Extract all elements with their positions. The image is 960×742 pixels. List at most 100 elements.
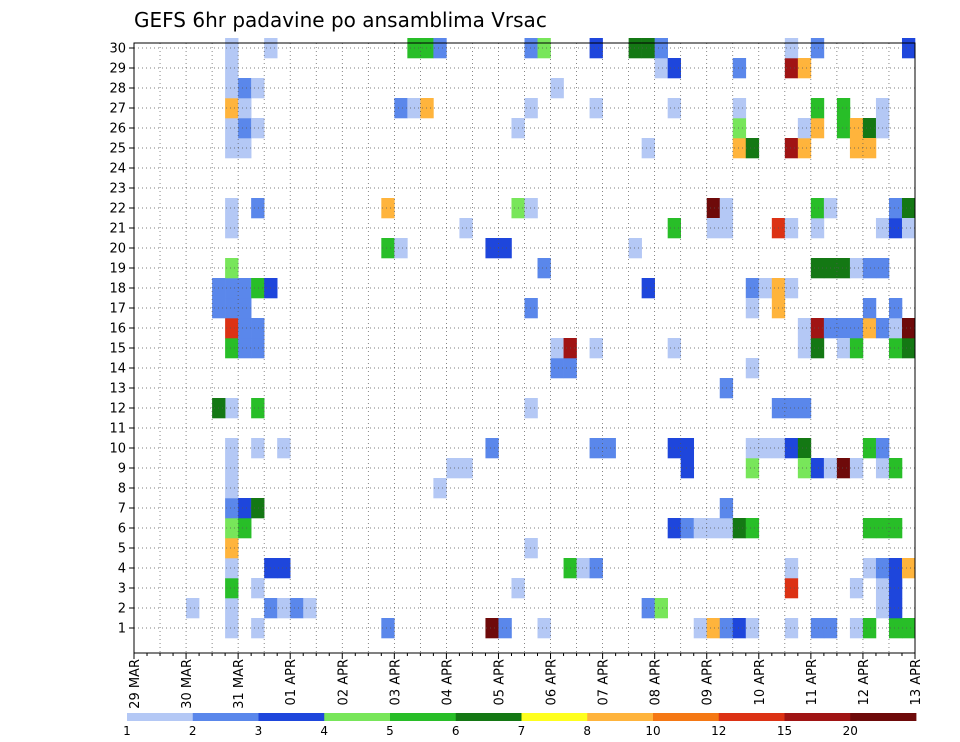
heatmap-cells xyxy=(186,38,916,639)
heatmap-cell-2 xyxy=(225,578,239,599)
colorbar: 1 2 3 4 5 6 7 8 10 12 15 20 xyxy=(123,713,917,738)
heatmap-cell-85 xyxy=(524,398,538,419)
colorbar-label: 3 xyxy=(255,724,263,738)
heatmap-cell-42 xyxy=(251,198,265,219)
heatmap-cell-1 xyxy=(225,598,239,619)
heatmap-cell-43 xyxy=(251,118,265,139)
heatmap-cell-26 xyxy=(238,338,252,359)
x-tick-label: 31 MAR xyxy=(232,659,247,709)
heatmap-cell-11 xyxy=(225,338,239,359)
x-tick-label: 13 APR xyxy=(909,659,924,705)
x-tick-label: 09 APR xyxy=(701,659,716,705)
heatmap-cell-192 xyxy=(849,618,864,639)
heatmap-cell-201 xyxy=(862,558,877,579)
heatmap-cell-107 xyxy=(641,38,655,59)
y-tick-label: 26 xyxy=(109,122,126,137)
colorbar-label: 15 xyxy=(777,724,792,738)
heatmap-cell-224 xyxy=(888,518,903,539)
heatmap-cell-53 xyxy=(186,598,200,619)
colorbar-label: 10 xyxy=(645,724,660,738)
colorbar-label: 4 xyxy=(320,724,328,738)
y-tick-label: 23 xyxy=(109,182,126,197)
heatmap-cell-163 xyxy=(797,438,812,459)
heatmap-cell-98 xyxy=(589,338,603,359)
y-tick-label: 22 xyxy=(109,202,126,217)
heatmap-cell-225 xyxy=(888,458,903,479)
heatmap-cell-100 xyxy=(589,38,603,59)
heatmap-cell-68 xyxy=(446,458,460,479)
heatmap-cell-143 xyxy=(745,138,760,159)
heatmap-cell-76 xyxy=(498,238,512,259)
heatmap-cell-203 xyxy=(862,318,877,339)
heatmap-cell-137 xyxy=(732,58,747,79)
heatmap-cell-101 xyxy=(602,438,616,459)
heatmap-cell-141 xyxy=(745,438,760,459)
heatmap-cell-38 xyxy=(251,398,265,419)
heatmap-cell-195 xyxy=(849,338,864,359)
y-tick-label: 27 xyxy=(109,102,126,117)
heatmap-cell-105 xyxy=(641,278,655,299)
heatmap-cell-95 xyxy=(576,558,590,579)
heatmap-cell-58 xyxy=(381,618,395,639)
heatmap-cell-173 xyxy=(810,338,825,359)
heatmap-cell-186 xyxy=(836,458,851,479)
colorbar-swatch-2 xyxy=(192,713,259,721)
heatmap-cell-154 xyxy=(784,578,799,599)
heatmap-cell-44 xyxy=(251,78,265,99)
heatmap-cell-147 xyxy=(758,278,773,299)
heatmap-cell-233 xyxy=(901,338,916,359)
heatmap-cell-187 xyxy=(836,318,851,339)
y-tick-label: 21 xyxy=(109,222,126,237)
y-tick-label: 14 xyxy=(109,362,126,377)
heatmap-cell-167 xyxy=(797,58,812,79)
heatmap-cell-204 xyxy=(862,298,877,319)
heatmap-cell-67 xyxy=(433,38,447,59)
chart-title: GEFS 6hr padavine po ansamblima Vrsac xyxy=(134,8,547,32)
x-tick-label: 02 APR xyxy=(336,659,351,705)
heatmap-cell-200 xyxy=(862,618,877,639)
heatmap-cell-109 xyxy=(654,58,668,79)
heatmap-cell-117 xyxy=(680,518,695,539)
heatmap-cell-52 xyxy=(303,598,317,619)
heatmap-cell-135 xyxy=(732,118,747,139)
heatmap-cell-13 xyxy=(225,298,239,319)
heatmap-cell-159 xyxy=(784,218,799,239)
colorbar-swatch-6 xyxy=(455,713,522,721)
y-tick-label: 2 xyxy=(118,602,126,617)
colorbar-swatch-9 xyxy=(653,713,720,721)
colorbar-label: 1 xyxy=(123,724,131,738)
heatmap-cell-221 xyxy=(888,598,903,619)
heatmap-cell-236 xyxy=(901,218,916,239)
y-tick-label: 29 xyxy=(109,62,126,77)
heatmap-cell-230 xyxy=(888,198,903,219)
heatmap-cell-48 xyxy=(277,598,291,619)
heatmap-cell-88 xyxy=(537,38,551,59)
x-tick-label: 07 APR xyxy=(597,659,612,705)
y-tick-label: 19 xyxy=(109,262,126,277)
heatmap-cell-5 xyxy=(225,518,239,539)
heatmap-cell-87 xyxy=(537,258,551,279)
heatmap-cell-86 xyxy=(537,618,551,639)
heatmap-cell-197 xyxy=(849,258,864,279)
heatmap-cell-222 xyxy=(888,578,903,599)
heatmap-cell-118 xyxy=(680,438,695,459)
heatmap-cell-34 xyxy=(251,618,265,639)
heatmap-cell-70 xyxy=(433,478,447,499)
x-tick-label: 06 APR xyxy=(545,659,560,705)
heatmap-cell-18 xyxy=(225,138,239,159)
colorbar-label: 8 xyxy=(583,724,591,738)
heatmap-cell-20 xyxy=(225,98,239,119)
heatmap-cell-145 xyxy=(745,298,760,319)
heatmap-cell-223 xyxy=(888,558,903,579)
x-axis-ticks: 29 MAR 30 MAR 31 MAR 01 APR 02 APR 03 APR 04 A… xyxy=(128,653,924,709)
heatmap-cell-50 xyxy=(277,558,291,579)
heatmap-cell-164 xyxy=(797,458,812,479)
heatmap-cell-166 xyxy=(797,138,812,159)
heatmap-cell-15 xyxy=(225,258,239,279)
heatmap-cell-144 xyxy=(745,278,760,299)
heatmap-cell-193 xyxy=(849,578,864,599)
heatmap-cell-157 xyxy=(784,398,799,419)
y-tick-label: 3 xyxy=(118,582,126,597)
heatmap-cell-190 xyxy=(836,98,851,119)
